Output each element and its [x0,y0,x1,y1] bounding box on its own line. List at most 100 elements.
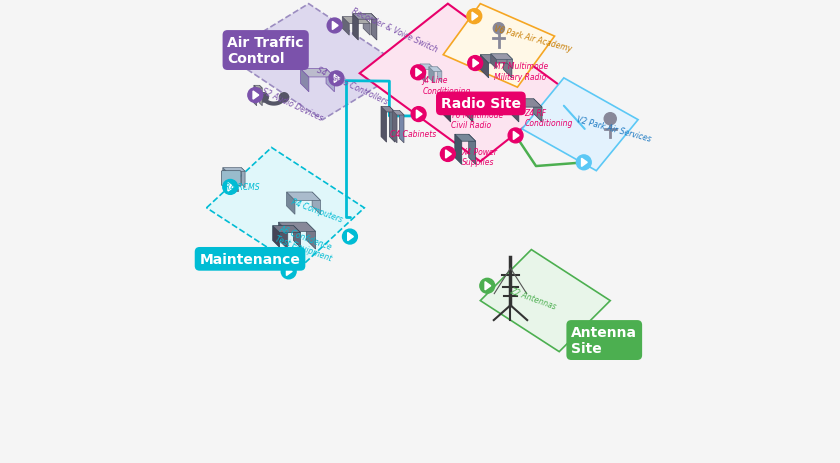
Polygon shape [301,69,309,93]
Polygon shape [273,226,280,248]
Polygon shape [293,226,301,248]
Polygon shape [279,223,316,232]
Polygon shape [392,111,397,144]
Circle shape [576,156,591,170]
Polygon shape [390,107,395,143]
Polygon shape [225,5,406,120]
Polygon shape [260,86,262,106]
Polygon shape [273,226,301,233]
Polygon shape [511,100,519,123]
Polygon shape [480,250,610,352]
Text: M7 Multimode
Military Radio: M7 Multimode Military Radio [494,62,549,81]
Polygon shape [503,56,512,79]
Polygon shape [334,75,340,83]
Circle shape [329,72,344,87]
Polygon shape [485,282,491,290]
Polygon shape [253,92,259,100]
Polygon shape [428,68,442,72]
Circle shape [604,113,617,125]
Circle shape [281,264,297,279]
Polygon shape [392,111,404,116]
Circle shape [480,279,495,294]
Circle shape [411,66,426,81]
Polygon shape [363,18,370,36]
Polygon shape [228,183,234,192]
Polygon shape [207,148,365,269]
FancyBboxPatch shape [222,171,241,186]
Polygon shape [223,168,245,172]
Polygon shape [399,111,404,144]
Polygon shape [581,159,587,167]
Circle shape [248,88,263,103]
Polygon shape [491,55,512,60]
Polygon shape [342,18,349,36]
Text: C4 Cabinets: C4 Cabinets [390,130,436,139]
Circle shape [468,56,483,71]
Polygon shape [465,100,473,123]
Circle shape [280,94,289,103]
Polygon shape [473,60,479,68]
Circle shape [412,107,426,122]
Polygon shape [454,135,475,142]
Polygon shape [445,150,451,159]
Text: S4 Radio Controllers: S4 Radio Controllers [316,65,390,106]
Polygon shape [420,65,426,83]
Text: T6 Multimode
Civil Radio: T6 Multimode Civil Radio [451,111,503,130]
Polygon shape [381,107,386,143]
Text: R4 RCMS: R4 RCMS [225,183,260,192]
Polygon shape [443,100,473,108]
Polygon shape [513,132,519,140]
Circle shape [493,24,505,35]
Polygon shape [326,69,334,93]
Polygon shape [353,15,377,20]
Text: V6 Park Air Academy: V6 Park Air Academy [493,25,573,54]
Polygon shape [254,86,257,106]
Polygon shape [342,18,370,25]
Circle shape [440,147,455,162]
Text: V2 Park Air Services: V2 Park Air Services [575,115,652,144]
Polygon shape [417,111,422,119]
Text: Radio Site: Radio Site [441,97,521,111]
Circle shape [467,10,481,25]
Text: Z2 Antennas: Z2 Antennas [508,286,557,311]
Polygon shape [507,55,512,69]
Circle shape [223,180,238,195]
Polygon shape [429,65,435,83]
Polygon shape [454,135,462,165]
Text: X4 Power
Supplies: X4 Power Supplies [462,148,497,167]
Polygon shape [348,233,354,241]
Polygon shape [286,268,292,276]
Text: P4 Computers: P4 Computers [290,197,344,224]
Polygon shape [522,79,638,171]
Polygon shape [420,65,435,70]
Polygon shape [416,69,422,77]
Polygon shape [480,56,489,79]
Polygon shape [428,68,433,83]
Polygon shape [223,168,227,188]
Polygon shape [307,223,316,250]
Circle shape [508,129,523,144]
Circle shape [259,94,268,103]
Text: S2 Audio Devices: S2 Audio Devices [260,86,324,122]
Text: Antenna
Site: Antenna Site [571,325,638,356]
Polygon shape [241,168,245,188]
Text: Maintenance: Maintenance [200,252,301,266]
Polygon shape [511,100,542,108]
Polygon shape [480,56,512,64]
Text: Air Traffic
Control: Air Traffic Control [228,36,304,66]
Polygon shape [286,193,321,201]
Text: Recorder & Voice Switch: Recorder & Voice Switch [350,6,439,54]
Polygon shape [254,86,262,89]
Polygon shape [333,22,338,31]
Polygon shape [301,69,334,78]
Polygon shape [533,100,542,123]
Circle shape [328,19,342,34]
Text: A6 Confidence
Test Equipment: A6 Confidence Test Equipment [274,224,336,263]
Polygon shape [381,107,395,113]
Polygon shape [469,135,475,165]
Polygon shape [472,13,478,21]
Polygon shape [437,68,442,83]
Polygon shape [353,15,359,41]
Polygon shape [312,193,321,215]
Polygon shape [286,193,295,215]
